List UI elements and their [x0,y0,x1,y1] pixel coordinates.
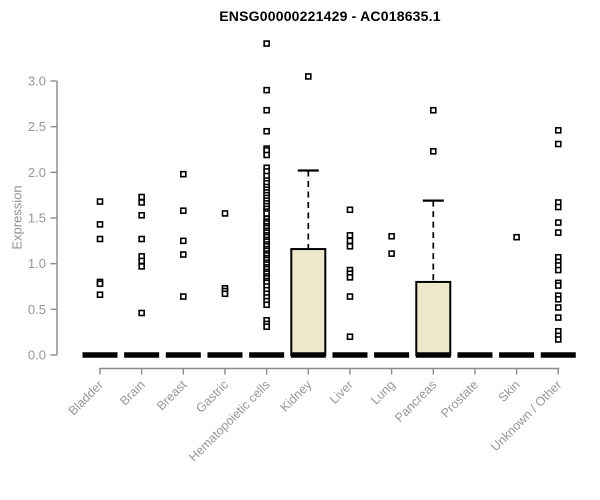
outlier-point [554,203,562,211]
x-category-label: Kidney [277,377,314,414]
outlier-point [263,106,270,114]
x-category-label: Breast [154,377,190,413]
box [290,248,327,357]
x-category-label: Lung [368,378,398,408]
outlier-point [513,233,520,241]
median-bar [207,352,243,358]
median-bar [415,352,451,358]
outlier-point [554,336,562,343]
median-bar [499,352,535,358]
outlier-point [221,290,229,298]
outlier-point [554,140,562,148]
outlier-point [346,243,354,250]
outlier-point [346,333,354,341]
outlier-point [180,207,187,214]
outlier-point [346,206,354,214]
outlier-point [388,250,395,257]
outlier-point [263,86,270,94]
x-category-label: Pancreas [392,378,439,425]
outlier-point [263,127,270,135]
outlier-point [138,257,145,265]
outlier-point [180,170,187,178]
outlier-point [554,229,562,236]
x-category-label: Skin [496,378,523,405]
chart-title: ENSG00000221429 - AC018635.1 [219,8,441,24]
outlier-point [96,221,104,228]
outlier-point [346,232,354,239]
y-tick-label: 3.0 [28,74,46,89]
median-bar [165,352,201,358]
outlier-point [554,266,562,274]
outlier-point [346,237,354,245]
x-category-label: Bladder [66,378,106,418]
x-category-label: Gastric [193,378,231,416]
outlier-point [96,280,104,288]
y-tick-label: 1.5 [28,211,46,226]
median-bar [290,352,326,358]
median-bar [82,352,118,358]
outlier-point [263,40,270,47]
x-category-label: Brain [117,378,148,409]
x-category-label: Hematopoietic cells [186,378,273,465]
outlier-point [554,295,562,303]
outlier-point [138,235,145,243]
outlier-point [221,210,229,217]
outlier-point [554,282,562,289]
y-tick-label: 1.0 [28,256,46,271]
outlier-point [554,314,562,321]
outlier-point [138,199,145,206]
y-tick-label: 2.5 [28,119,46,134]
median-bar [124,352,160,358]
outlier-point [429,106,437,114]
y-tick-label: 0.5 [28,302,46,317]
outlier-point [554,219,562,226]
outlier-point [96,291,104,299]
median-bar [332,352,368,358]
outlier-point [138,309,145,317]
outlier-point [138,211,145,219]
median-bar [374,352,410,358]
outlier-point [346,293,354,300]
x-category-label: Unknown / Other [488,378,564,454]
outlier-point [263,301,270,309]
median-bar [457,352,493,358]
outlier-point [263,151,270,159]
outlier-point [263,210,270,217]
outlier-point [346,274,354,281]
x-category-label: Prostate [438,378,481,421]
outlier-point [429,148,437,155]
outlier-point [180,293,187,300]
outlier-point [138,193,145,201]
y-tick-label: 0.0 [28,348,46,363]
outlier-point [180,251,187,258]
x-category-label: Liver [327,378,356,407]
outlier-point [138,263,145,270]
outlier-point [554,304,562,311]
outlier-point [180,237,187,245]
median-bar [249,352,285,358]
box [415,280,452,357]
y-tick-label: 2.0 [28,165,46,180]
outlier-point [304,73,312,80]
outlier-point [96,235,104,243]
outlier-point [96,198,104,205]
outlier-point [554,127,562,134]
outlier-point [263,323,270,330]
median-bar [540,352,576,358]
outlier-point [388,232,395,240]
